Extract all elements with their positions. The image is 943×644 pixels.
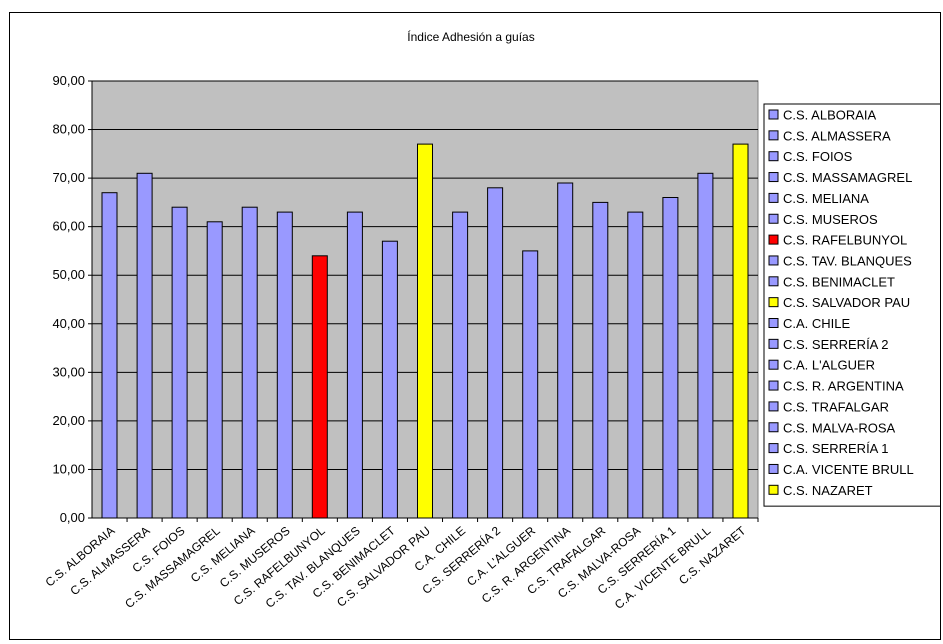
legend-swatch <box>768 109 779 120</box>
legend-swatch <box>768 359 779 370</box>
legend-swatch <box>768 255 779 266</box>
legend-label: C.S. NAZARET <box>783 483 873 498</box>
bar <box>311 255 328 519</box>
y-tick-label: 20,00 <box>52 413 85 428</box>
legend-label: C.S. MUSEROS <box>783 212 878 227</box>
legend-swatch <box>768 484 779 495</box>
legend-label: C.A. VICENTE BRULL <box>783 462 914 477</box>
bar <box>417 143 433 519</box>
bar <box>697 172 714 519</box>
bar <box>206 221 223 519</box>
legend-swatch <box>768 172 779 183</box>
legend-swatch <box>768 443 779 454</box>
bar <box>487 187 504 519</box>
legend-swatch <box>768 401 779 412</box>
legend-label: C.S. TRAFALGAR <box>783 399 889 414</box>
bar <box>346 211 363 519</box>
y-tick-label: 10,00 <box>52 461 85 476</box>
legend-label: C.S. MALVA-ROSA <box>783 420 896 435</box>
bar <box>171 206 188 519</box>
y-tick-label: 50,00 <box>52 267 85 282</box>
bar <box>101 192 118 519</box>
bar <box>732 143 749 519</box>
legend-label: C.S. MASSAMAGREL <box>783 170 912 185</box>
legend-label: C.S. RAFELBUNYOL <box>783 233 907 248</box>
bar <box>241 206 258 519</box>
bar <box>452 211 469 519</box>
legend-label: C.S. FOIOS <box>783 149 853 164</box>
y-tick-label: 80,00 <box>52 122 85 137</box>
bar <box>557 182 574 519</box>
bar <box>276 211 293 519</box>
bar <box>592 201 609 519</box>
legend-swatch <box>768 234 779 245</box>
y-tick-label: 30,00 <box>52 364 85 379</box>
legend-label: C.S. BENIMACLET <box>783 274 895 289</box>
legend-box <box>763 103 940 507</box>
legend-swatch <box>768 380 779 391</box>
legend-label: C.A. L'ALGUER <box>783 358 875 373</box>
legend-label: C.S. R. ARGENTINA <box>783 379 904 394</box>
bar <box>522 250 539 519</box>
legend-label: C.S. ALMASSERA <box>783 128 891 143</box>
legend-label: C.S. SERRERÍA 2 <box>783 337 888 352</box>
legend-swatch <box>768 338 779 349</box>
legend-swatch <box>768 130 779 141</box>
legend-label: C.S. SALVADOR PAU <box>783 295 910 310</box>
bar <box>381 240 398 519</box>
y-tick-label: 60,00 <box>52 219 85 234</box>
y-tick-label: 40,00 <box>52 316 85 331</box>
y-tick-label: 0,00 <box>60 510 85 525</box>
y-tick-label: 70,00 <box>52 170 85 185</box>
legend-label: C.S. ALBORAIA <box>783 108 877 123</box>
y-tick-label: 90,00 <box>52 73 85 88</box>
legend-swatch <box>768 276 779 287</box>
bar <box>627 211 644 519</box>
legend-swatch <box>768 192 779 203</box>
legend-swatch <box>768 318 779 328</box>
legend-label: C.S. TAV. BLANQUES <box>783 253 912 268</box>
legend: C.S. ALBORAIA C.S. ALMASSERA C.S. FOIOS C.S… <box>763 103 940 507</box>
legend-label: C.S. MELIANA <box>783 191 869 206</box>
chart-title: Índice Adhesión a guías <box>407 29 534 44</box>
legend-swatch <box>768 463 779 474</box>
legend-swatch <box>768 213 779 224</box>
bar <box>136 172 153 519</box>
legend-swatch <box>768 422 779 433</box>
legend-label: C.S. SERRERÍA 1 <box>783 441 888 456</box>
legend-swatch <box>768 151 779 162</box>
legend-swatch <box>768 297 779 308</box>
y-axis: 0,00 10,00 20,00 30,00 40,00 50,00 60,00 70,00 8… <box>52 73 93 525</box>
legend-label: C.A. CHILE <box>783 316 851 331</box>
bar <box>662 197 679 519</box>
